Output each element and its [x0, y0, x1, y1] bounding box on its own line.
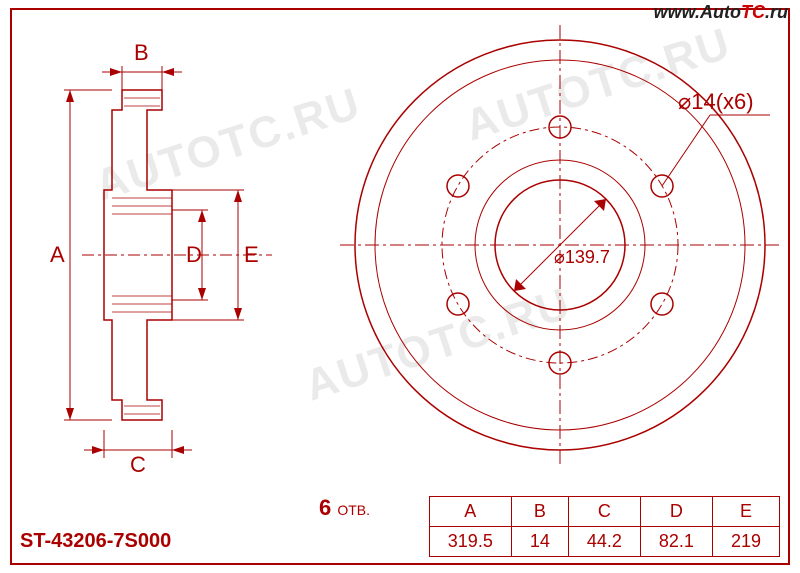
table-header-row: A B C D E — [429, 497, 779, 527]
dim-label-D: D — [186, 242, 202, 267]
logo-part2: TC — [741, 2, 765, 22]
part-number: ST-43206-7S000 — [20, 530, 171, 553]
val-C: 44.2 — [568, 527, 640, 557]
dim-label-B: B — [134, 40, 149, 65]
val-D: 82.1 — [640, 527, 712, 557]
table-value-row: 319.5 14 44.2 82.1 219 — [429, 527, 779, 557]
bolt-hole-label: ⌀14(x6) — [678, 89, 754, 114]
side-view: A B C D E — [12, 20, 312, 490]
hole-count: 6 ОТВ. — [319, 495, 370, 521]
col-B: B — [511, 497, 568, 527]
val-B: 14 — [511, 527, 568, 557]
dimensions-table: A B C D E 319.5 14 44.2 82.1 219 — [429, 496, 780, 557]
dim-label-E: E — [244, 242, 259, 267]
col-E: E — [712, 497, 779, 527]
dim-label-A: A — [50, 242, 65, 267]
col-C: C — [568, 497, 640, 527]
val-E: 219 — [712, 527, 779, 557]
hole-count-suffix: ОТВ. — [337, 502, 370, 518]
logo-part3: .ru — [765, 2, 788, 22]
hole-count-number: 6 — [319, 495, 331, 520]
val-A: 319.5 — [429, 527, 511, 557]
front-view: ⌀14(x6) ⌀139.7 — [330, 20, 790, 480]
col-A: A — [429, 497, 511, 527]
hub-bore-label: ⌀139.7 — [554, 247, 610, 267]
col-D: D — [640, 497, 712, 527]
logo-part1: www.Auto — [654, 2, 741, 22]
dim-label-C: C — [130, 452, 146, 477]
